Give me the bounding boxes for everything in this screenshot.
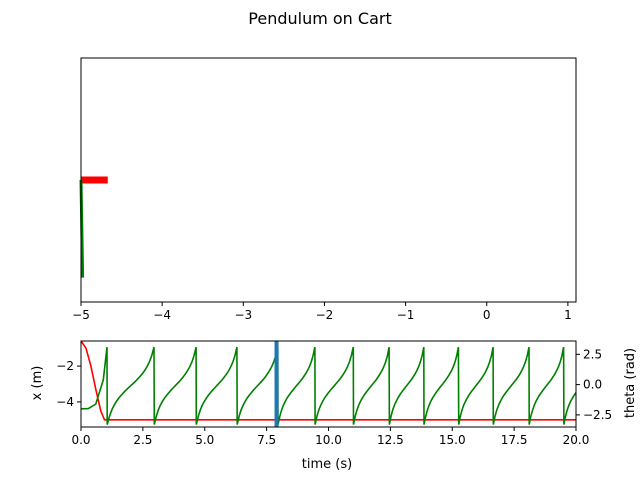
x-tick-label: 5.0 <box>195 433 214 447</box>
x-tick-label: 12.5 <box>377 433 404 447</box>
figure-title: Pendulum on Cart <box>248 9 391 28</box>
y-axis-label-right: theta (rad) <box>623 348 638 418</box>
plot-area <box>81 58 576 302</box>
plot-frame <box>80 57 577 303</box>
x-tick-label: −2 <box>316 308 334 322</box>
x-tick-label: 0.0 <box>71 433 90 447</box>
x-axis-label: time (s) <box>302 457 352 472</box>
x-tick-label: 0 <box>483 308 491 322</box>
y-tick-label-right: 0.0 <box>583 378 602 392</box>
y-tick-label-right: 2.5 <box>583 347 602 361</box>
y-tick-label-left: −2 <box>56 359 74 373</box>
y-tick-label-right: −2.5 <box>583 408 612 422</box>
plot-lines <box>81 341 576 427</box>
x-tick-label: 1 <box>564 308 572 322</box>
time-series-axes: 0.0 2.5 5.0 7.5 10.0 12.5 15.0 17.5 20.0 −2 −4 2.5 0… <box>56 340 612 447</box>
plot-area <box>81 341 576 427</box>
y-axis-label-left: x (m) <box>30 366 45 401</box>
x-tick-label: 20.0 <box>563 433 590 447</box>
x-tick-label: −5 <box>72 308 90 322</box>
y-tick-label-left: −4 <box>56 395 74 409</box>
cart-animation-axes: −5 −4 −3 −2 −1 0 1 <box>72 57 577 322</box>
x-tick-label: 7.5 <box>257 433 276 447</box>
x-tick-label: 17.5 <box>501 433 528 447</box>
x-tick-label: 10.0 <box>315 433 342 447</box>
x-tick-label: −3 <box>234 308 252 322</box>
x-tick-label: 15.0 <box>439 433 466 447</box>
series-pendulum-angle <box>81 346 576 425</box>
x-tick-label: −1 <box>397 308 415 322</box>
x-tick-label: −4 <box>153 308 171 322</box>
x-tick-label: 2.5 <box>133 433 152 447</box>
